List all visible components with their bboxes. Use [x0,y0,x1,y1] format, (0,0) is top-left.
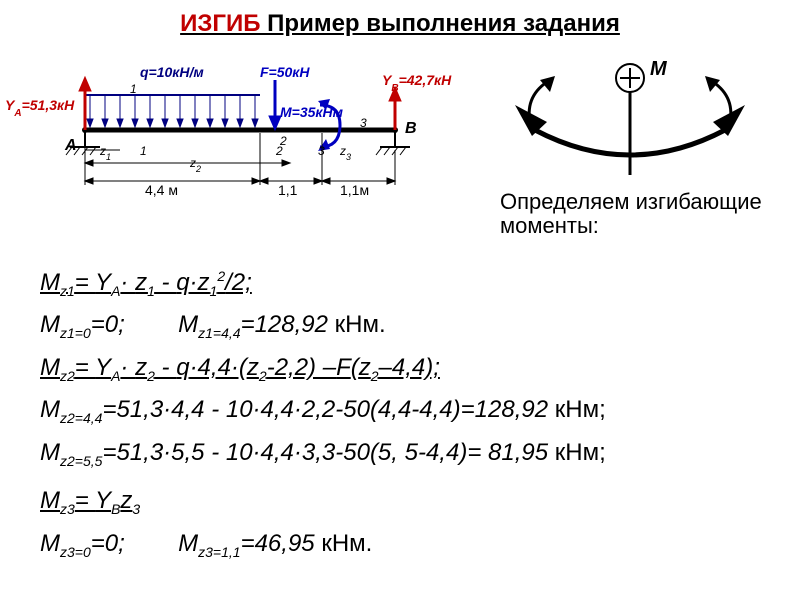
formula-mz2-44: Mz2=4,4=51,3·4,4 - 10·4,4·2,2-50(4,4-4,4… [40,391,780,429]
f-label: F=50кН [260,64,310,80]
z3-label: z3 [339,144,351,162]
section-1-top: 1 [130,82,137,96]
z2-label: z2 [189,156,201,174]
formula-mz2-55: Mz2=5,5=51,3·5,5 - 10·4,4·3,3-50(5, 5-4,… [40,434,780,472]
dim-11b: 1,1м [340,182,369,198]
s2-label: 2 [275,144,283,158]
formula-mz2: Mz2= YA· z2 - q·4,4·(z2-2,2) –F(z2–4,4); [40,349,780,387]
caption-line2: моменты: [500,214,762,238]
formulas: Mz1= YA· z1 - q·z12/2; Mz1=0=0; Mz1=4,4=… [40,260,780,567]
caption-line1: Определяем изгибающие [500,190,762,214]
dim-44: 4,4 м [145,182,178,198]
title-prefix: ИЗГИБ [180,10,260,37]
formula-mz1: Mz1= YA· z1 - q·z12/2; [40,264,780,302]
q-label: q=10кН/м [140,64,204,80]
formula-mz3-vals: Mz3=0=0; Mz3=1,1=46,95 кНм. [40,525,780,563]
title-rest: Пример выполнения задания [261,10,620,37]
moment-m-label: M [650,60,668,80]
formula-mz1-vals: Mz1=0=0; Mz1=4,4=128,92 кНм. [40,306,780,344]
point-a: A [64,137,77,154]
section-3-top: 3 [360,116,367,130]
beam-svg: YA=51,3кН q=10кН/м F=50кН M=35кНм YВ=42,… [0,55,480,235]
yb-label: YВ=42,7кН [382,72,452,94]
q-arrows [87,95,258,127]
page-title: ИЗГИБ Пример выполнения задания [0,0,800,38]
formula-mz3: Mz3= YBz3 [40,482,780,520]
moment-svg: M [500,60,760,190]
m-label: M=35кНм [280,104,344,120]
point-b: B [405,120,417,137]
z1-label: z1 [99,144,111,162]
s1-label: 1 [140,144,147,158]
dim-11a: 1,1 [278,182,298,198]
moment-sign-symbol: M [500,60,760,190]
caption: Определяем изгибающие моменты: [500,190,762,238]
ya-label: YA=51,3кН [5,97,75,119]
